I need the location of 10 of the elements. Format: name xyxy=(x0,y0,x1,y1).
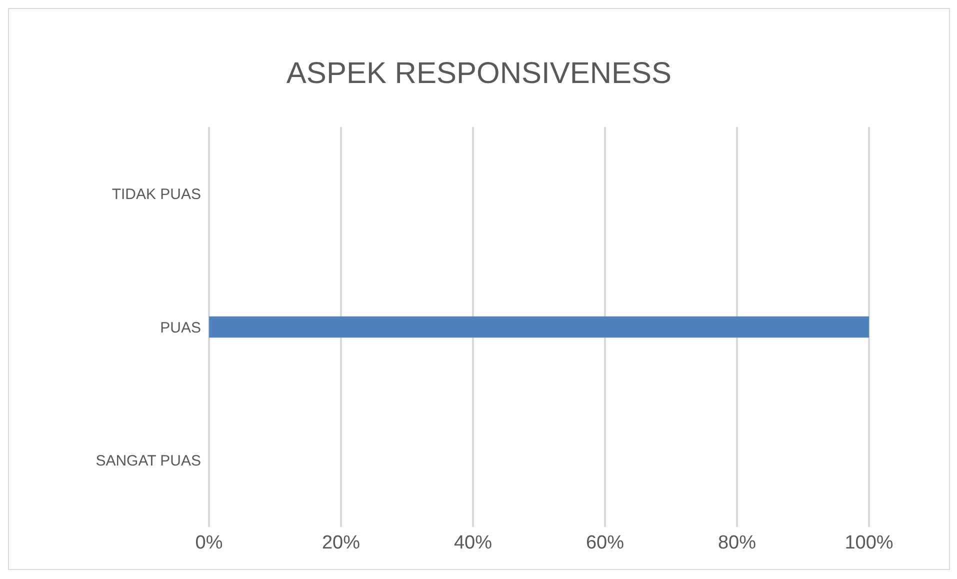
y-tick-label: PUAS xyxy=(160,319,201,336)
x-tick-label: 0% xyxy=(195,532,223,554)
x-tick-label: 20% xyxy=(322,532,360,554)
chart-title: ASPEK RESPONSIVENESS xyxy=(285,56,673,92)
y-tick-label: TIDAK PUAS xyxy=(112,186,201,203)
x-tick-label: 40% xyxy=(454,532,492,554)
x-tick-label: 80% xyxy=(718,532,756,554)
y-tick-label: SANGAT PUAS xyxy=(96,452,201,470)
x-tick-label: 60% xyxy=(586,532,624,554)
x-tick-label: 100% xyxy=(844,532,894,554)
